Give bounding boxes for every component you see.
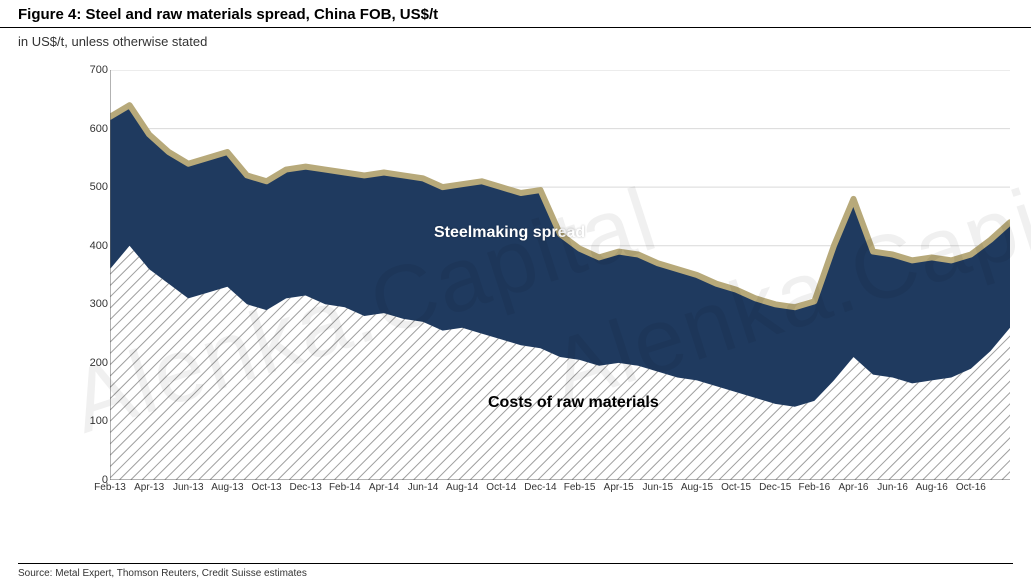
x-tick-label: Apr-15 <box>604 482 634 493</box>
x-tick-label: Feb-16 <box>799 482 831 493</box>
y-tick-label: 100 <box>78 415 108 427</box>
figure-title: Figure 4: Steel and raw materials spread… <box>0 0 1031 28</box>
x-tick-label: Jun-14 <box>408 482 439 493</box>
chart-container: Raw materials premia to HRC China FOB, U… <box>18 60 1013 530</box>
x-tick-label: Apr-13 <box>134 482 164 493</box>
x-tick-label: Feb-15 <box>564 482 596 493</box>
annotation-raw: Costs of raw materials <box>488 394 659 412</box>
annotation-spread: Steelmaking spread <box>434 224 585 242</box>
x-tick-label: Dec-13 <box>290 482 322 493</box>
x-tick-label: Oct-13 <box>252 482 282 493</box>
chart-svg <box>110 70 1010 480</box>
x-tick-label: Oct-15 <box>721 482 751 493</box>
x-tick-label: Jun-15 <box>643 482 674 493</box>
x-tick-label: Oct-16 <box>956 482 986 493</box>
y-tick-label: 700 <box>78 64 108 76</box>
x-tick-label: Aug-13 <box>211 482 243 493</box>
y-tick-label: 200 <box>78 357 108 369</box>
x-tick-label: Aug-14 <box>446 482 478 493</box>
x-tick-container: Feb-13Apr-13Jun-13Aug-13Oct-13Dec-13Feb-… <box>110 482 1010 512</box>
x-tick-label: Apr-14 <box>369 482 399 493</box>
y-tick-label: 600 <box>78 123 108 135</box>
y-tick-container: 0100200300400500600700 <box>78 70 108 480</box>
x-tick-label: Dec-15 <box>759 482 791 493</box>
y-tick-label: 500 <box>78 181 108 193</box>
plot-area: Steelmaking spread Costs of raw material… <box>110 70 1010 480</box>
x-tick-label: Aug-16 <box>916 482 948 493</box>
x-tick-label: Jun-13 <box>173 482 204 493</box>
x-tick-label: Dec-14 <box>524 482 556 493</box>
y-axis-label-stack: Raw materials premia to HRC China FOB, U… <box>18 60 76 530</box>
source-line: Source: Metal Expert, Thomson Reuters, C… <box>18 563 1013 579</box>
x-tick-label: Feb-13 <box>94 482 126 493</box>
x-tick-label: Aug-15 <box>681 482 713 493</box>
y-tick-label: 400 <box>78 240 108 252</box>
x-tick-label: Apr-16 <box>838 482 868 493</box>
x-tick-label: Jun-16 <box>877 482 908 493</box>
y-tick-label: 300 <box>78 298 108 310</box>
x-tick-label: Oct-14 <box>486 482 516 493</box>
x-tick-label: Feb-14 <box>329 482 361 493</box>
figure-subtitle: in US$/t, unless otherwise stated <box>0 28 1031 49</box>
